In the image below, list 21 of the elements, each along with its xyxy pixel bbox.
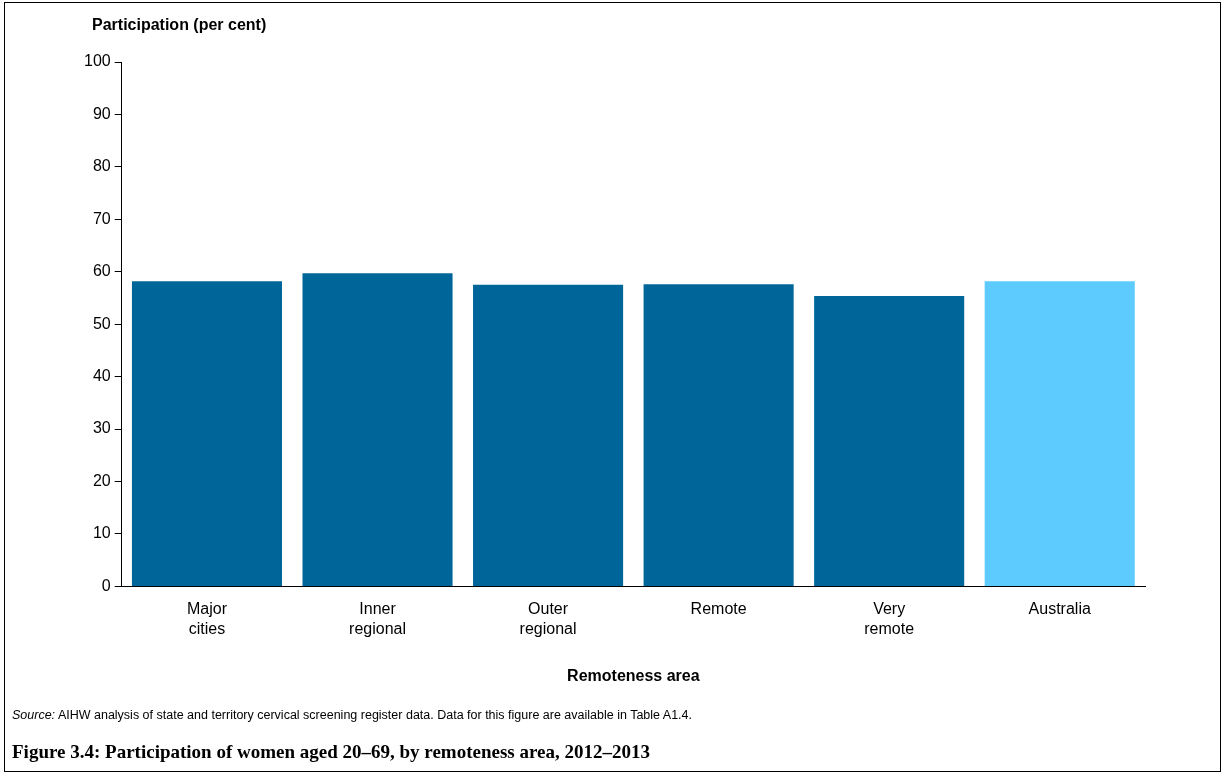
x-tick-label: Inner regional (349, 600, 406, 637)
y-tick-label: 50 (92, 314, 111, 332)
x-tick-label: Major cities (186, 600, 228, 637)
y-tick-label: 0 (101, 576, 111, 594)
x-tick-label: Australia (1028, 600, 1091, 618)
y-tick-label: 60 (92, 262, 111, 280)
x-tick-label: Outer regional (519, 600, 577, 637)
y-tick-label: 30 (92, 419, 111, 437)
y-tick-label: 100 (83, 52, 111, 70)
y-tick-label: 40 (92, 367, 111, 385)
source-note: Source: AIHW analysis of state and territory cervical screening register data. Data for this figure are available in Table A1.4. (12, 708, 692, 722)
y-tick-label: 20 (92, 471, 111, 489)
y-axis-title: Participation (per cent) (92, 16, 267, 34)
y-tick-label: 10 (92, 524, 111, 542)
y-tick-label: 80 (92, 157, 111, 175)
x-axis-title: Remoteness area (567, 666, 700, 684)
x-tick-label: Remote (690, 600, 747, 618)
y-tick-label: 70 (92, 209, 111, 227)
text: Figure 3.4: Participation of women aged 20–69, by remoteness area, 2012–2013 (12, 741, 651, 763)
x-tick-label: Very remote (864, 600, 915, 637)
y-tick-label: 90 (92, 104, 111, 122)
